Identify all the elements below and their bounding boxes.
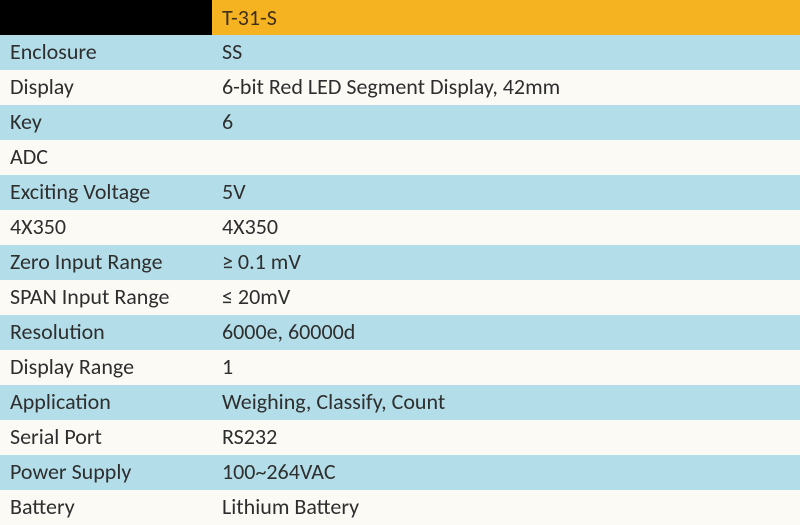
spec-value: 1: [212, 350, 800, 385]
table-row: 4X3504X350: [0, 210, 800, 245]
table-row: Power Supply100~264VAC: [0, 455, 800, 490]
spec-label: Power Supply: [0, 455, 212, 490]
spec-label: Display Range: [0, 350, 212, 385]
spec-value: [212, 140, 800, 175]
table-row: Zero Input Range≥ 0.1 mV: [0, 245, 800, 280]
spec-label: Zero Input Range: [0, 245, 212, 280]
table-row: Resolution6000e, 60000d: [0, 315, 800, 350]
spec-label: Resolution: [0, 315, 212, 350]
spec-label: 4X350: [0, 210, 212, 245]
spec-label: SPAN Input Range: [0, 280, 212, 315]
spec-label: Serial Port: [0, 420, 212, 455]
spec-value: 5V: [212, 175, 800, 210]
spec-value: 4X350: [212, 210, 800, 245]
table-row: Exciting Voltage5V: [0, 175, 800, 210]
spec-value: SS: [212, 35, 800, 70]
spec-table: T-31-S EnclosureSSDisplay6-bit Red LED S…: [0, 0, 800, 525]
header-right-cell: T-31-S: [212, 0, 800, 35]
spec-label: Key: [0, 105, 212, 140]
spec-label: Enclosure: [0, 35, 212, 70]
table-row: BatteryLithium Battery: [0, 490, 800, 525]
table-row: EnclosureSS: [0, 35, 800, 70]
table-row: Display Range1: [0, 350, 800, 385]
table-header-row: T-31-S: [0, 0, 800, 35]
spec-value: 6-bit Red LED Segment Display, 42mm: [212, 70, 800, 105]
table-row: Display6-bit Red LED Segment Display, 42…: [0, 70, 800, 105]
spec-value: RS232: [212, 420, 800, 455]
spec-value: 6: [212, 105, 800, 140]
table-row: ADC: [0, 140, 800, 175]
table-row: Key6: [0, 105, 800, 140]
header-left-cell: [0, 0, 212, 35]
spec-value: ≤ 20mV: [212, 280, 800, 315]
table-row: Serial PortRS232: [0, 420, 800, 455]
spec-value: ≥ 0.1 mV: [212, 245, 800, 280]
spec-value: Weighing, Classify, Count: [212, 385, 800, 420]
table-row: ApplicationWeighing, Classify, Count: [0, 385, 800, 420]
spec-label: Exciting Voltage: [0, 175, 212, 210]
table-row: SPAN Input Range≤ 20mV: [0, 280, 800, 315]
spec-value: Lithium Battery: [212, 490, 800, 525]
spec-label: Display: [0, 70, 212, 105]
spec-table-body: EnclosureSSDisplay6-bit Red LED Segment …: [0, 35, 800, 525]
spec-label: Application: [0, 385, 212, 420]
spec-value: 6000e, 60000d: [212, 315, 800, 350]
spec-label: ADC: [0, 140, 212, 175]
spec-label: Battery: [0, 490, 212, 525]
spec-value: 100~264VAC: [212, 455, 800, 490]
